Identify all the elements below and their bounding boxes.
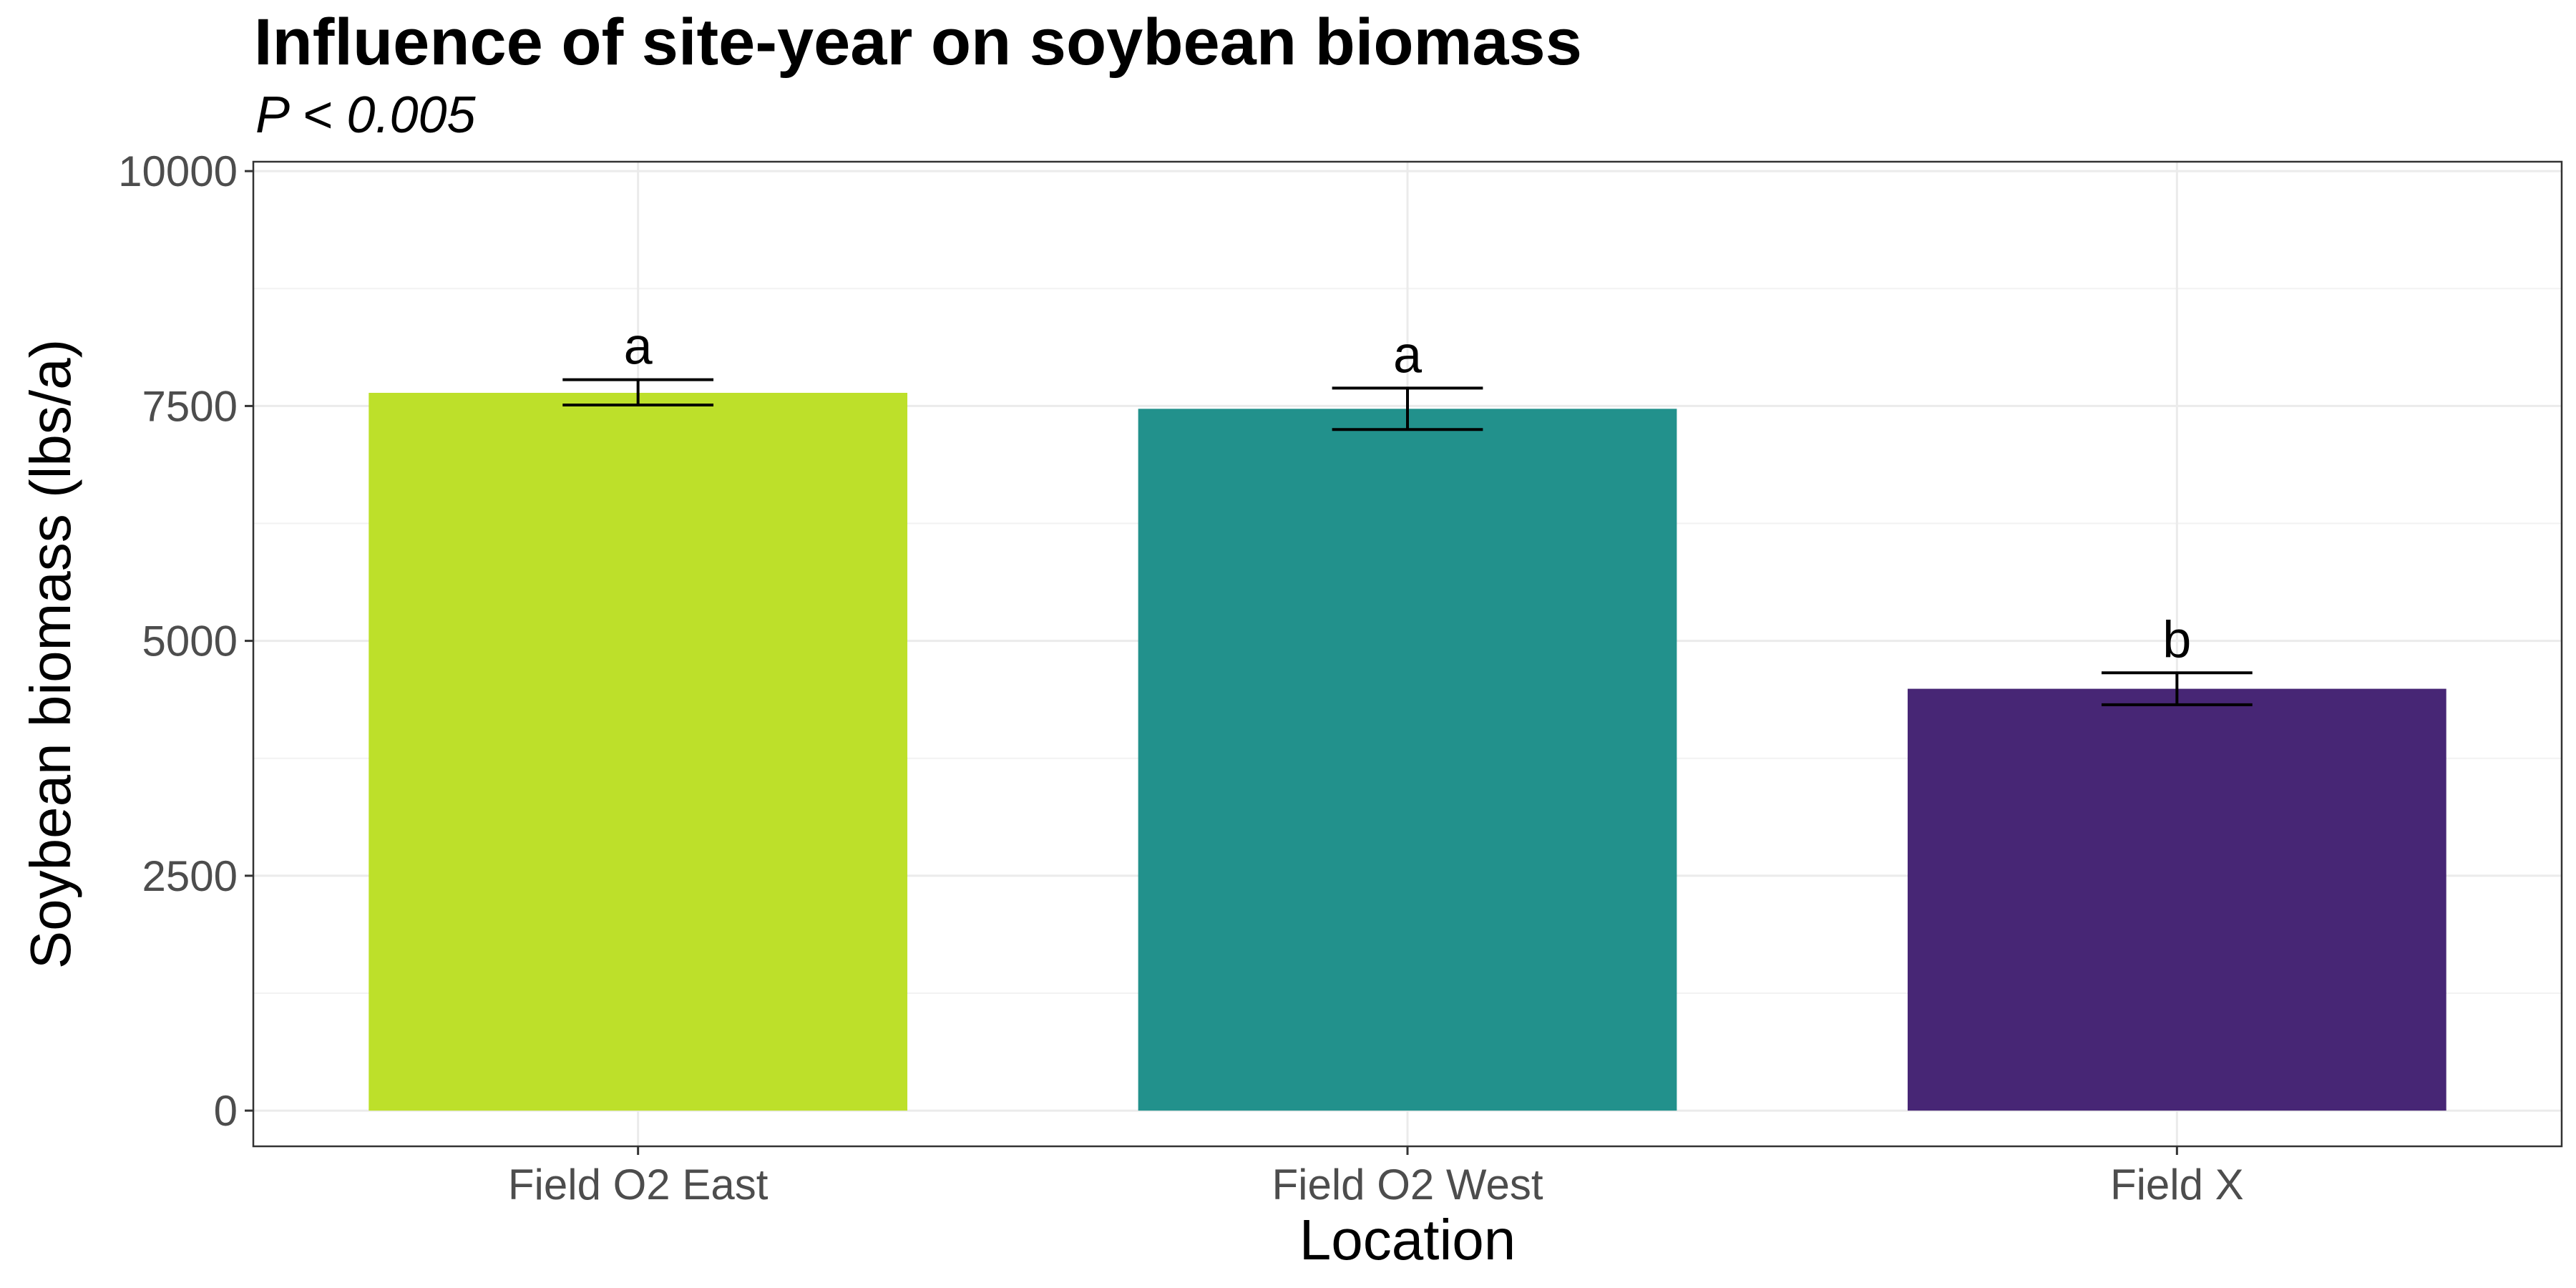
chart-title: Influence of site-year on soybean biomas…: [254, 6, 1582, 79]
bar: [1138, 409, 1677, 1111]
y-axis-title: Soybean biomass (lbs/a): [19, 339, 82, 969]
chart-subtitle: P < 0.005: [255, 87, 477, 144]
x-tick-label: Field X: [2110, 1161, 2244, 1209]
significance-label: a: [1393, 326, 1423, 384]
bar: [1907, 688, 2446, 1111]
axes: 0 2500 5000 7500 10000 Field O2 East Field O2 …: [118, 147, 2244, 1209]
bar: [369, 392, 908, 1111]
y-tick-label: 10000: [118, 147, 238, 195]
significance-label: a: [624, 318, 653, 376]
x-axis-title: Location: [1299, 1208, 1516, 1272]
y-tick-label: 0: [214, 1087, 238, 1135]
significance-label: b: [2162, 611, 2191, 668]
y-tick-label: 7500: [142, 382, 238, 430]
bars: [369, 392, 2446, 1111]
error-bars: [562, 378, 2253, 706]
y-tick-label: 2500: [142, 852, 238, 900]
significance-labels: a a b: [624, 318, 2192, 669]
x-tick-label: Field O2 East: [508, 1161, 769, 1209]
x-tick-label: Field O2 West: [1272, 1161, 1543, 1209]
y-tick-label: 5000: [142, 618, 238, 665]
